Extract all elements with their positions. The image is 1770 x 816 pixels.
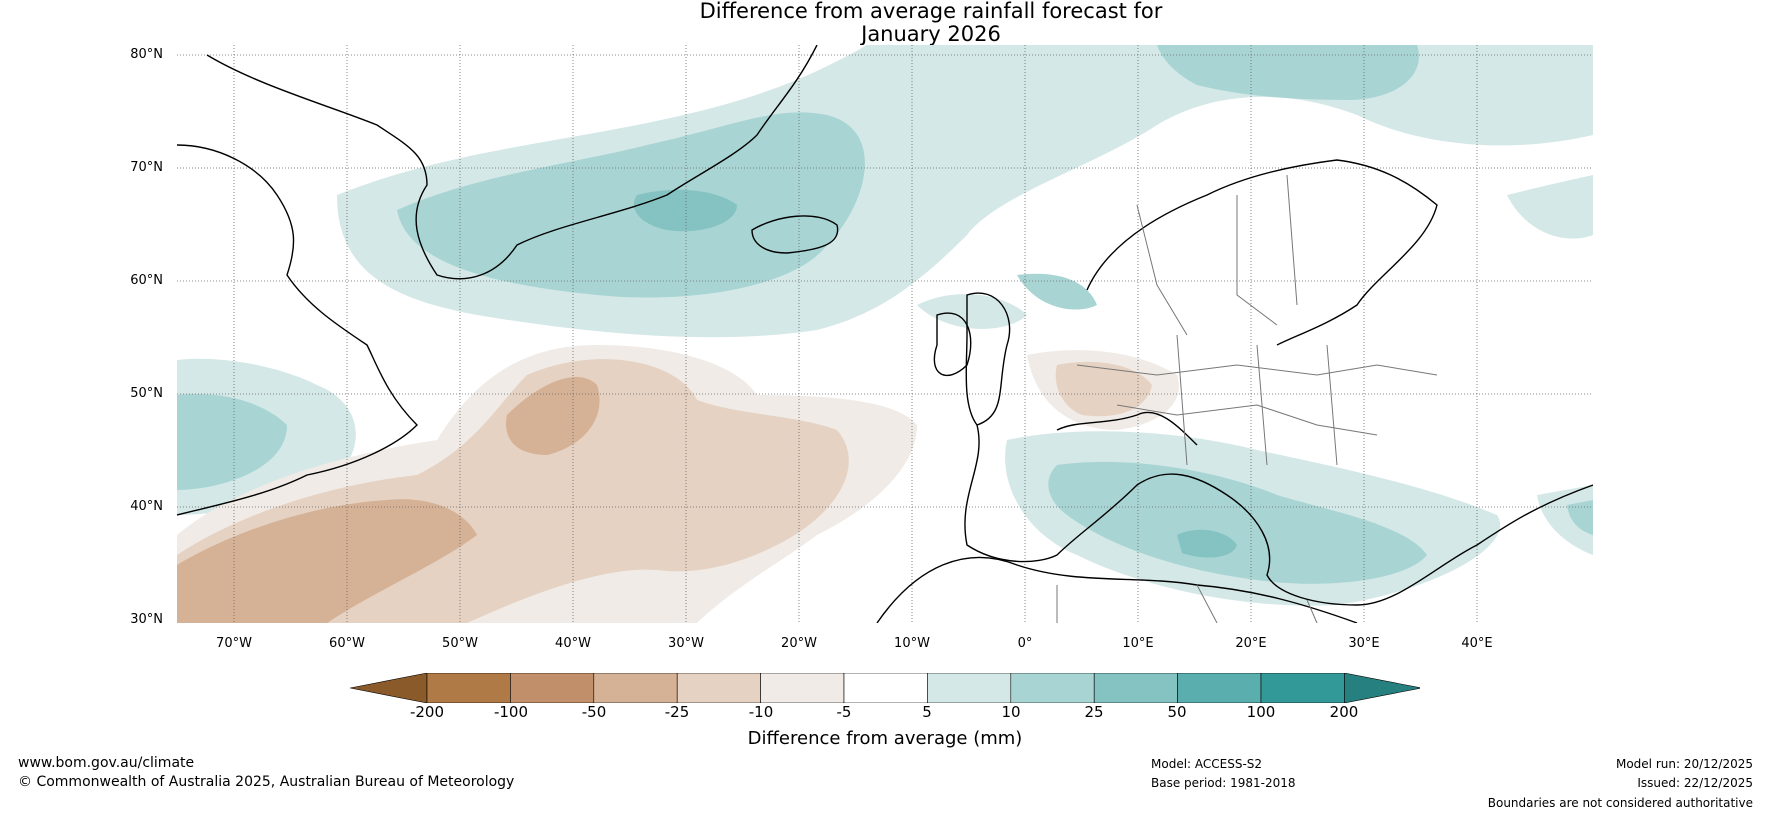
lon-label-60w: 60°W [329,636,365,651]
lon-label-50w: 50°W [442,636,478,651]
colorbar-tick-label: 100 [1246,703,1276,721]
lat-label-70n: 70°N [130,160,163,175]
disclaimer-text: Boundaries are not considered authoritat… [1487,796,1753,810]
colorbar-tick-label: 25 [1084,703,1104,721]
colorbar-segment [510,673,595,703]
colorbar-tick-label: 200 [1329,703,1359,721]
lon-label-20e: 20°E [1235,636,1267,651]
country-borders [1056,174,1438,623]
colorbar [350,673,1420,703]
colorbar-segment [1177,673,1262,703]
lat-label-60n: 60°N [130,273,163,288]
colorbar-segment [843,673,928,703]
lon-label-10w: 10°W [894,636,930,651]
lon-label-0: 0° [1017,636,1033,651]
issued-text: Issued: 22/12/2025 [1637,776,1753,790]
colorbar-segment [426,673,511,703]
colorbar-segment [1260,673,1345,703]
colorbar-title: Difference from average (mm) [747,728,1023,749]
model-text: Model: ACCESS-S2 [1151,757,1263,771]
lat-label-80n: 80°N [130,47,163,62]
title-line-2: January 2026 [861,22,1001,46]
colorbar-segment [593,673,678,703]
colorbar-tick-label: -5 [836,703,852,721]
colorbar-tick-label: -25 [664,703,690,721]
title-line-1: Difference from average rainfall forecas… [699,0,1163,23]
colorbar-extend-high [1344,673,1420,703]
colorbar-segment [760,673,845,703]
map-panel [177,45,1593,623]
coastlines [177,45,1593,623]
colorbar-segment [927,673,1012,703]
lon-label-20w: 20°W [781,636,817,651]
colorbar-segment [676,673,761,703]
colorbar-tick-label: 50 [1167,703,1187,721]
lat-label-50n: 50°N [130,386,163,401]
website-link[interactable]: www.bom.gov.au/climate [18,755,195,771]
lat-label-40n: 40°N [130,499,163,514]
copyright-text: © Commonwealth of Australia 2025, Austra… [18,774,515,790]
lon-label-10e: 10°E [1122,636,1154,651]
colorbar-tick-label: 10 [1001,703,1021,721]
colorbar-tick-label: -100 [493,703,529,721]
rainfall-map-svg [177,45,1593,623]
map-title: Difference from average rainfall forecas… [0,0,1770,46]
graticule [177,45,1593,623]
base-period-text: Base period: 1981-2018 [1151,776,1296,790]
colorbar-segment [1010,673,1095,703]
colorbar-segment [1093,673,1178,703]
model-run-text: Model run: 20/12/2025 [1615,757,1753,771]
colorbar-extend-low [350,673,428,703]
positive-anomaly-regions [177,45,1593,606]
colorbar-tick-label: -10 [748,703,774,721]
lon-label-40w: 40°W [555,636,591,651]
lon-label-40e: 40°E [1461,636,1493,651]
colorbar-tick-label: -50 [581,703,607,721]
colorbar-tick-label: 5 [922,703,932,721]
lon-label-30e: 30°E [1348,636,1380,651]
lon-label-70w: 70°W [216,636,252,651]
negative-anomaly-regions [177,345,1179,623]
lat-label-30n: 30°N [130,612,163,627]
colorbar-tick-label: -200 [409,703,445,721]
lon-label-30w: 30°W [668,636,704,651]
